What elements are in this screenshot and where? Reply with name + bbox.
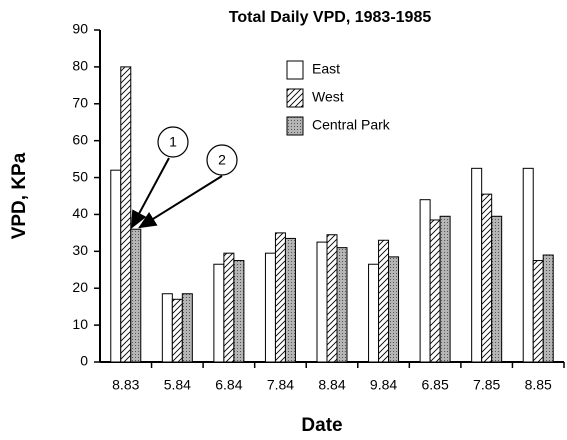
bar xyxy=(336,247,348,363)
bar xyxy=(161,293,173,363)
annotation-label: 1 xyxy=(169,134,177,150)
y-tick-label: 50 xyxy=(72,168,88,184)
x-tick-label: 8.85 xyxy=(525,377,552,393)
bar xyxy=(181,293,193,363)
y-tick-label: 60 xyxy=(72,131,88,147)
bar xyxy=(429,219,441,363)
bar xyxy=(368,263,380,363)
bar xyxy=(316,241,328,363)
y-tick-label: 20 xyxy=(72,279,88,295)
bar xyxy=(110,169,122,363)
y-tick-label: 80 xyxy=(72,58,88,74)
legend-swatch xyxy=(286,116,304,136)
chart-title: Total Daily VPD, 1983-1985 xyxy=(229,9,432,26)
bar xyxy=(274,232,286,363)
legend-swatch xyxy=(286,60,304,80)
y-tick-label: 10 xyxy=(72,316,88,332)
bar xyxy=(120,66,132,363)
bar xyxy=(439,215,451,363)
x-tick-label: 7.85 xyxy=(473,377,500,393)
bar xyxy=(419,199,431,363)
bar xyxy=(542,254,554,363)
bar xyxy=(481,193,493,363)
bar xyxy=(233,260,245,363)
bar xyxy=(264,252,276,363)
x-tick-label: 8.83 xyxy=(112,377,139,393)
y-tick-label: 0 xyxy=(80,353,88,369)
x-axis-label: Date xyxy=(301,415,342,436)
x-tick-label: 8.84 xyxy=(318,377,345,393)
legend-label: East xyxy=(312,61,340,77)
y-tick-label: 70 xyxy=(72,94,88,110)
annotation-circle xyxy=(206,144,238,176)
bar xyxy=(491,215,503,363)
y-axis-label: VPD, KPa xyxy=(9,152,30,239)
x-tick-label: 7.84 xyxy=(267,377,294,393)
x-tick-label: 6.84 xyxy=(215,377,242,393)
bar xyxy=(284,237,296,363)
bar xyxy=(522,167,534,363)
x-tick-label: 9.84 xyxy=(370,377,397,393)
bar xyxy=(378,239,390,363)
annotation-label: 2 xyxy=(218,152,226,168)
bar xyxy=(213,263,225,363)
bar xyxy=(471,167,483,363)
legend-label: Central Park xyxy=(312,117,391,133)
x-tick-label: 5.84 xyxy=(164,377,191,393)
bar xyxy=(532,260,544,363)
bar xyxy=(326,234,338,363)
bar xyxy=(171,298,183,363)
annotation-circle xyxy=(157,126,189,158)
legend-swatch xyxy=(286,88,304,108)
bar xyxy=(223,252,235,363)
y-tick-label: 40 xyxy=(72,205,88,221)
bar xyxy=(130,228,142,363)
annotation-arrow xyxy=(138,175,223,229)
x-tick-label: 6.85 xyxy=(421,377,448,393)
y-tick-label: 90 xyxy=(72,21,88,37)
bar xyxy=(388,256,400,363)
y-tick-label: 30 xyxy=(72,242,88,258)
annotation-arrow xyxy=(130,157,170,229)
legend-label: West xyxy=(312,89,344,105)
